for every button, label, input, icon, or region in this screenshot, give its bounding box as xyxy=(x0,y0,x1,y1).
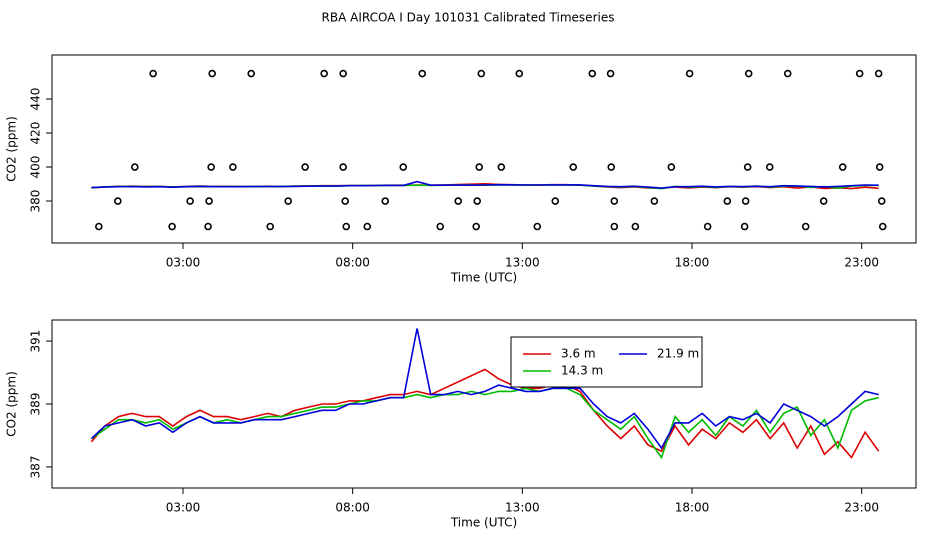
marker xyxy=(473,197,482,205)
y-tick-label: 389 xyxy=(29,393,43,416)
x-tick-label: 13:00 xyxy=(505,256,540,270)
marker xyxy=(284,197,292,205)
marker xyxy=(551,197,560,205)
marker xyxy=(475,163,484,171)
marker xyxy=(723,197,732,205)
marker xyxy=(342,222,351,231)
marker xyxy=(744,69,753,78)
marker xyxy=(801,222,810,231)
marker xyxy=(874,69,883,78)
series-line xyxy=(90,368,880,459)
marker xyxy=(229,163,237,171)
y-tick-label: 420 xyxy=(29,122,43,145)
y-axis-label: CO2 (ppm) xyxy=(5,371,19,437)
marker xyxy=(838,163,847,171)
legend-label: 3.6 m xyxy=(561,347,596,361)
y-tick-label: 387 xyxy=(29,455,43,478)
marker xyxy=(875,163,884,171)
x-tick-label: 18:00 xyxy=(675,256,710,270)
marker xyxy=(588,69,597,78)
marker xyxy=(399,163,408,171)
marker xyxy=(339,69,347,78)
marker xyxy=(631,222,640,231)
marker xyxy=(606,69,615,78)
legend-label: 14.3 m xyxy=(561,364,603,378)
marker xyxy=(685,69,694,78)
marker xyxy=(855,69,864,78)
marker xyxy=(740,222,749,231)
marker xyxy=(168,222,176,231)
legend-box xyxy=(510,336,703,388)
marker xyxy=(207,163,215,171)
marker xyxy=(497,163,506,171)
chart-title: RBA AIRCOA I Day 101031 Calibrated Times… xyxy=(322,11,615,25)
plot-frame xyxy=(51,54,917,244)
y-tick-label: 391 xyxy=(29,330,43,353)
marker xyxy=(783,69,792,78)
x-tick-label: 08:00 xyxy=(335,256,370,270)
marker xyxy=(301,163,309,171)
marker xyxy=(607,163,616,171)
marker xyxy=(266,222,275,231)
x-axis-label: Time (UTC) xyxy=(450,516,517,530)
series-line xyxy=(91,180,879,189)
x-tick-label: 03:00 xyxy=(166,501,201,515)
marker xyxy=(204,222,212,231)
y-tick-label: 400 xyxy=(29,156,43,179)
marker xyxy=(703,222,712,231)
x-tick-label: 23:00 xyxy=(844,501,879,515)
marker xyxy=(454,197,463,205)
marker xyxy=(208,69,216,78)
marker xyxy=(363,222,372,231)
series-line xyxy=(90,328,879,450)
marker xyxy=(610,197,619,205)
x-tick-label: 08:00 xyxy=(335,501,370,515)
x-tick-label: 18:00 xyxy=(675,501,710,515)
marker xyxy=(569,163,578,171)
y-tick-label: 440 xyxy=(29,88,43,111)
marker xyxy=(515,69,524,78)
x-axis-label: Time (UTC) xyxy=(450,271,517,285)
y-axis-label: CO2 (ppm) xyxy=(5,116,19,182)
marker xyxy=(186,197,194,205)
marker xyxy=(247,69,256,78)
marker xyxy=(149,69,157,78)
legend-label: 21.9 m xyxy=(657,347,699,361)
marker xyxy=(877,197,886,205)
y-tick-label: 380 xyxy=(29,190,43,213)
marker xyxy=(741,197,750,205)
marker xyxy=(381,197,390,205)
marker xyxy=(878,222,887,231)
plot-frame xyxy=(51,319,917,489)
marker xyxy=(533,222,542,231)
marker xyxy=(477,69,486,78)
x-tick-label: 13:00 xyxy=(505,501,540,515)
marker xyxy=(667,163,676,171)
x-tick-label: 03:00 xyxy=(166,256,201,270)
marker xyxy=(650,197,659,205)
series-line xyxy=(90,387,879,460)
marker xyxy=(320,69,328,78)
marker xyxy=(819,197,828,205)
marker xyxy=(114,197,122,205)
marker xyxy=(131,163,139,171)
marker xyxy=(341,197,350,205)
marker xyxy=(418,69,427,78)
marker xyxy=(610,222,619,231)
marker xyxy=(436,222,445,231)
marker xyxy=(339,163,347,171)
marker xyxy=(95,222,103,231)
x-tick-label: 23:00 xyxy=(844,256,879,270)
marker xyxy=(765,163,774,171)
marker xyxy=(743,163,752,171)
marker xyxy=(472,222,480,231)
marker xyxy=(205,197,213,205)
